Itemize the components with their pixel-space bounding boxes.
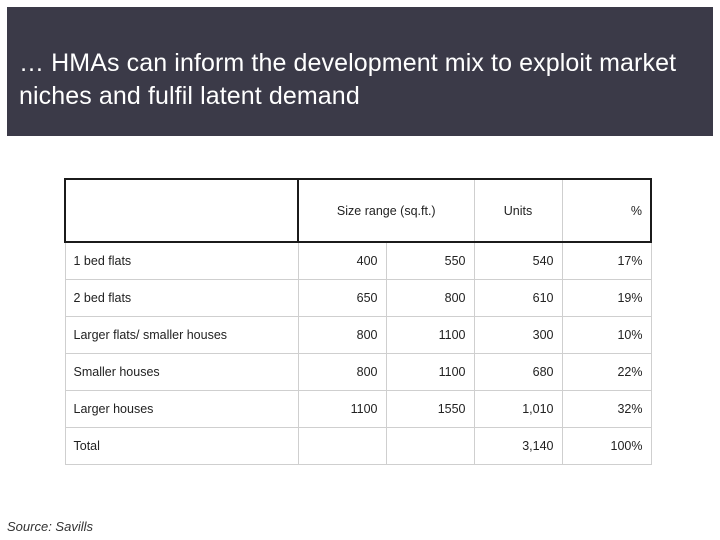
row-size-max: 1100 [385,315,475,354]
row-size-max: 550 [385,241,475,280]
row-type: Larger flats/ smaller houses [64,315,299,354]
table-row: Smaller houses 800 1100 680 22% [64,352,652,391]
row-type: 2 bed flats [64,278,299,317]
header-label [64,178,299,243]
row-size-max [385,426,475,465]
table-total-row: Total 3,140 100% [64,426,652,465]
title-bar: … HMAs can inform the development mix to… [7,7,713,136]
row-size-max: 800 [385,278,475,317]
row-size-min: 800 [297,315,387,354]
row-units: 1,010 [473,389,563,428]
row-units: 540 [473,241,563,280]
row-size-min: 650 [297,278,387,317]
table-row: 1 bed flats 400 550 540 17% [64,241,652,280]
row-size-max: 1100 [385,352,475,391]
row-type: Larger houses [64,389,299,428]
row-size-min: 1100 [297,389,387,428]
development-mix-table: Size range (sq.ft.) Units % 1 bed flats … [64,178,652,465]
row-type: 1 bed flats [64,241,299,280]
table-row: 2 bed flats 650 800 610 19% [64,278,652,317]
row-percent: 22% [561,352,652,391]
row-units: 610 [473,278,563,317]
row-percent: 19% [561,278,652,317]
table-row: Larger houses 1100 1550 1,010 32% [64,389,652,428]
table-row: Larger flats/ smaller houses 800 1100 30… [64,315,652,354]
row-units: 300 [473,315,563,354]
row-units: 3,140 [473,426,563,465]
row-type: Total [64,426,299,465]
row-percent: 32% [561,389,652,428]
source-note: Source: Savills [7,519,93,534]
row-percent: 100% [561,426,652,465]
row-percent: 17% [561,241,652,280]
row-size-min: 800 [297,352,387,391]
row-type: Smaller houses [64,352,299,391]
row-size-min [297,426,387,465]
header-units: Units [473,178,563,243]
row-size-min: 400 [297,241,387,280]
header-percent: % [561,178,652,243]
row-percent: 10% [561,315,652,354]
header-size-range: Size range (sq.ft.) [297,178,475,243]
row-units: 680 [473,352,563,391]
table-header-row: Size range (sq.ft.) Units % [64,178,652,243]
slide-title: … HMAs can inform the development mix to… [19,49,677,110]
row-size-max: 1550 [385,389,475,428]
